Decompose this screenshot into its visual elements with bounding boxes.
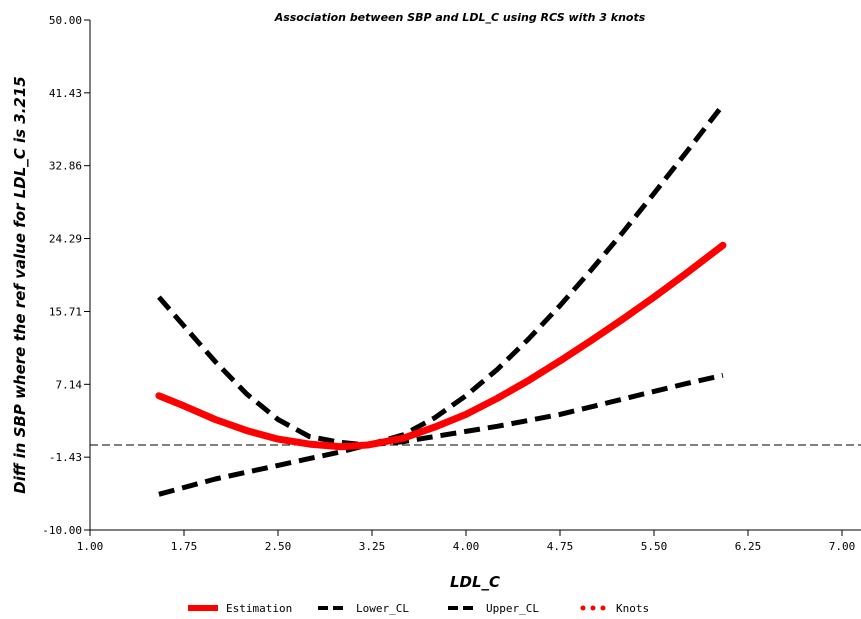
x-tick-label: 5.50 bbox=[641, 540, 668, 553]
x-tick-label: 2.50 bbox=[265, 540, 292, 553]
x-tick-label: 4.75 bbox=[547, 540, 574, 553]
series-layer bbox=[155, 103, 727, 497]
x-tick-label: 4.00 bbox=[453, 540, 480, 553]
y-tick-label: -1.43 bbox=[49, 451, 82, 464]
y-tick-label: 24.29 bbox=[49, 233, 82, 246]
y-axis-label: Diff in SBP where the ref value for LDL_… bbox=[11, 76, 29, 493]
legend-swatch-knots bbox=[590, 605, 596, 611]
y-tick-label: -10.00 bbox=[42, 524, 82, 537]
legend-label-estimation: Estimation bbox=[226, 602, 292, 615]
y-tick-label: 41.43 bbox=[49, 87, 82, 100]
legend-swatch-knots bbox=[600, 605, 606, 611]
x-tick-label: 6.25 bbox=[735, 540, 762, 553]
y-tick-label: 50.00 bbox=[49, 14, 82, 27]
legend: Estimation Lower_CL Upper_CL Knots bbox=[188, 602, 649, 615]
y-tick-label: 15.71 bbox=[49, 305, 82, 318]
legend-label-upper-cl: Upper_CL bbox=[486, 602, 539, 615]
x-ticks: 1.00 1.75 2.50 3.25 4.00 4.75 5.50 6.25 7.00 bbox=[77, 530, 856, 553]
plot-area: 1.00 1.75 2.50 3.25 4.00 4.75 5.50 6.25 7.00 -10… bbox=[42, 14, 861, 553]
series-line-estimation bbox=[155, 241, 727, 451]
chart-title: Association between SBP and LDL_C using … bbox=[274, 11, 646, 24]
x-tick-label: 3.25 bbox=[359, 540, 386, 553]
y-tick-label: 32.86 bbox=[49, 160, 82, 173]
legend-label-lower-cl: Lower_CL bbox=[356, 602, 409, 615]
x-tick-label: 7.00 bbox=[829, 540, 856, 553]
y-tick-label: 7.14 bbox=[56, 378, 83, 391]
x-tick-label: 1.00 bbox=[77, 540, 104, 553]
legend-swatch-knots bbox=[580, 605, 586, 611]
y-ticks: -10.00 -1.43 7.14 15.71 24.29 32.86 41.43 50.00 bbox=[42, 14, 90, 537]
legend-label-knots: Knots bbox=[616, 602, 649, 615]
x-tick-label: 1.75 bbox=[171, 540, 198, 553]
x-axis-label: LDL_C bbox=[450, 573, 500, 591]
series-line-upper-cl bbox=[157, 103, 725, 448]
